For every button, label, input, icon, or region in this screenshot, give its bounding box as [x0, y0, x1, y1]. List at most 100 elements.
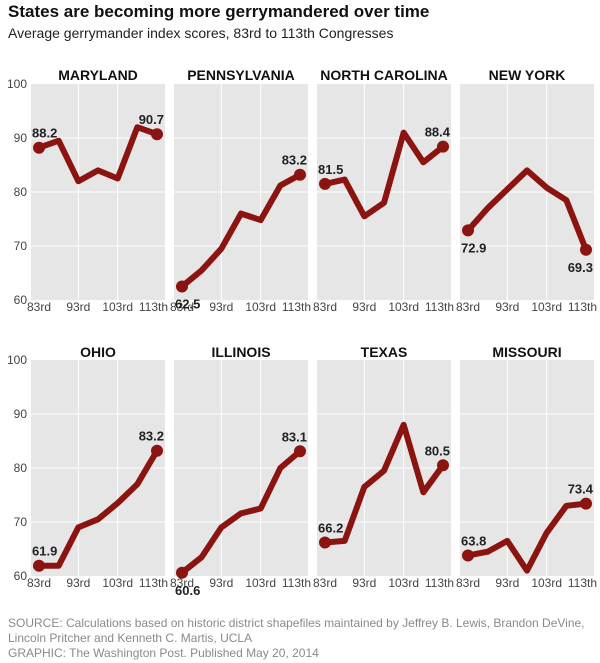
panel-pennsylvania: PENNSYLVANIA 83rd 93rd 103rd 113th 62.5 83.2	[170, 67, 311, 314]
start-point	[176, 566, 188, 579]
y-tick-label: 80	[14, 461, 28, 475]
series-line	[36, 447, 160, 569]
panel-title: NEW YORK	[489, 67, 566, 83]
panel-title: PENNSYLVANIA	[187, 67, 295, 83]
end-value-label: 69.3	[568, 260, 593, 275]
x-tick-label: 83rd	[456, 300, 480, 314]
panel-maryland: MARYLAND 83rd 93rd 103rd 113th 60 70 80 90 100 88.…	[7, 67, 168, 314]
start-point	[33, 141, 45, 154]
x-tick-label: 113th	[568, 300, 597, 314]
series-line	[322, 421, 446, 546]
start-point	[176, 280, 188, 293]
series-line	[179, 448, 303, 576]
y-tick-label: 80	[14, 185, 28, 199]
end-value-label: 80.5	[425, 443, 450, 458]
y-tick-label: 90	[14, 407, 28, 421]
x-tick-label: 83rd	[313, 576, 337, 590]
panel-texas: TEXAS 83rd 93rd 103rd 113th 66.2 80.5	[313, 344, 454, 590]
x-tick-label: 93rd	[66, 576, 90, 590]
x-tick-label: 113th	[282, 576, 311, 590]
end-value-label: 83.2	[282, 153, 307, 168]
x-tick-label: 83rd	[313, 300, 337, 314]
x-tick-label: 103rd	[531, 300, 562, 314]
x-tick-label: 93rd	[209, 576, 233, 590]
x-tick-label: 83rd	[170, 300, 194, 314]
chart-title: States are becoming more gerrymandered o…	[8, 2, 430, 21]
panel-title: NORTH CAROLINA	[320, 67, 448, 83]
start-point	[462, 549, 474, 562]
panel-title: MARYLAND	[58, 67, 138, 83]
x-tick-label: 93rd	[66, 300, 90, 314]
x-tick-label: 83rd	[456, 576, 480, 590]
x-tick-label: 113th	[139, 576, 168, 590]
y-tick-label: 60	[14, 569, 28, 583]
x-tick-label: 103rd	[388, 300, 419, 314]
panel-north-carolina: NORTH CAROLINA 83rd 93rd 103rd 113th 81.5 88.4	[313, 67, 454, 314]
series-line	[322, 129, 446, 220]
end-point	[294, 168, 306, 181]
x-tick-label: 103rd	[245, 576, 276, 590]
series-line	[179, 171, 303, 290]
x-tick-label: 83rd	[27, 300, 51, 314]
end-point	[580, 243, 592, 256]
panel-ohio: OHIO 83rd 93rd 103rd 113th 60 70 80 90 100 61.9 83.…	[7, 344, 168, 590]
end-point	[294, 445, 306, 458]
start-point	[462, 224, 474, 237]
series-line	[465, 167, 589, 253]
x-tick-label: 113th	[425, 576, 454, 590]
start-point	[319, 177, 331, 190]
x-tick-label: 103rd	[102, 576, 133, 590]
end-point	[151, 128, 163, 141]
y-tick-label: 100	[7, 353, 27, 367]
y-tick-label: 70	[14, 239, 28, 253]
start-point	[319, 536, 331, 549]
footer: SOURCE: Calculations based on historic d…	[8, 616, 593, 661]
start-value-label: 72.9	[461, 240, 486, 255]
x-tick-label: 103rd	[531, 576, 562, 590]
start-value-label: 66.2	[318, 521, 343, 536]
start-value-label: 62.5	[175, 297, 200, 312]
start-value-label: 88.2	[32, 126, 57, 141]
series-line	[465, 500, 589, 574]
x-tick-label: 113th	[568, 576, 597, 590]
x-tick-label: 113th	[139, 300, 168, 314]
end-value-label: 88.4	[425, 125, 451, 140]
panel-title: ILLINOIS	[211, 344, 270, 360]
x-tick-label: 103rd	[102, 300, 133, 314]
end-value-label: 90.7	[139, 112, 164, 127]
x-tick-label: 83rd	[170, 576, 194, 590]
start-value-label: 81.5	[318, 162, 343, 177]
source-note: SOURCE: Calculations based on historic d…	[8, 616, 585, 645]
y-tick-label: 100	[7, 77, 27, 91]
x-tick-label: 93rd	[352, 576, 376, 590]
x-tick-label: 93rd	[495, 300, 519, 314]
start-value-label: 60.6	[175, 583, 200, 598]
x-tick-label: 93rd	[495, 576, 519, 590]
start-point	[33, 559, 45, 572]
x-tick-label: 103rd	[245, 300, 276, 314]
panel-title: MISSOURI	[492, 344, 561, 360]
end-value-label: 83.1	[282, 429, 307, 444]
y-tick-label: 90	[14, 131, 28, 145]
end-point	[151, 444, 163, 457]
panel-missouri: MISSOURI 83rd 93rd 103rd 113th 63.8 73.4	[456, 344, 597, 590]
end-point	[437, 140, 449, 153]
x-tick-label: 113th	[282, 300, 311, 314]
y-tick-label: 70	[14, 515, 28, 529]
x-tick-label: 113th	[425, 300, 454, 314]
y-tick-label: 60	[14, 293, 28, 307]
end-value-label: 73.4	[568, 482, 594, 497]
panel-title: OHIO	[80, 344, 116, 360]
start-value-label: 63.8	[461, 533, 486, 548]
panel-new-york: NEW YORK 83rd 93rd 103rd 113th 72.9 69.3	[456, 67, 597, 314]
panel-title: TEXAS	[361, 344, 408, 360]
end-value-label: 83.2	[139, 429, 164, 444]
graphic-credit: GRAPHIC: The Washington Post. Published …	[8, 646, 319, 660]
end-point	[437, 459, 449, 472]
x-tick-label: 83rd	[27, 576, 51, 590]
end-point	[580, 497, 592, 510]
series-line	[36, 124, 160, 185]
x-tick-label: 93rd	[352, 300, 376, 314]
chart-subtitle: Average gerrymander index scores, 83rd t…	[8, 25, 394, 41]
